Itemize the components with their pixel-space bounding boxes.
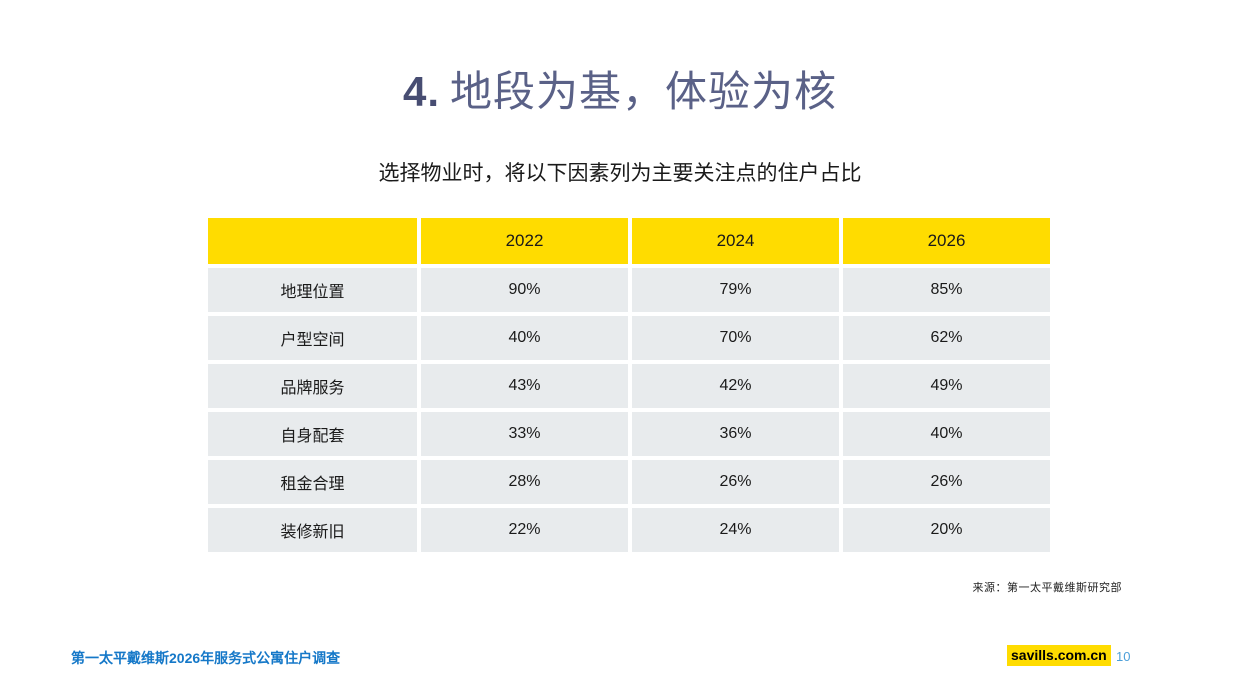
chart-subtitle: 选择物业时，将以下因素列为主要关注点的住户占比 — [378, 162, 862, 185]
table-cell: 24% — [632, 508, 839, 552]
table-cell: 40% — [843, 412, 1050, 456]
table-header-2026: 2026 — [843, 218, 1050, 264]
table-cell: 79% — [632, 268, 839, 312]
table-header-2024: 2024 — [632, 218, 839, 264]
table-cell: 26% — [843, 460, 1050, 504]
table-cell: 22% — [421, 508, 628, 552]
row-label: 户型空间 — [208, 316, 417, 360]
table-cell: 36% — [632, 412, 839, 456]
table-cell: 85% — [843, 268, 1050, 312]
table-header-2022: 2022 — [421, 218, 628, 264]
table-cell: 90% — [421, 268, 628, 312]
table-cell: 28% — [421, 460, 628, 504]
title-number: 4. — [402, 68, 440, 115]
row-label: 装修新旧 — [208, 508, 417, 552]
factor-table: 2022 2024 2026 地理位置 90% 79% 85% 户型空间 40%… — [208, 218, 1050, 552]
row-label: 自身配套 — [208, 412, 417, 456]
row-label: 地理位置 — [208, 268, 417, 312]
source-note: 来源：第一太平戴维斯研究部 — [972, 582, 1122, 594]
table-cell: 40% — [421, 316, 628, 360]
title-text: 地段为基，体验为核 — [450, 68, 838, 115]
savills-site-link[interactable]: savills.com.cn — [1007, 645, 1111, 666]
table-cell: 26% — [632, 460, 839, 504]
row-label: 品牌服务 — [208, 364, 417, 408]
table-header-empty — [208, 218, 417, 264]
row-label: 租金合理 — [208, 460, 417, 504]
table-cell: 62% — [843, 316, 1050, 360]
page-title: 4. 地段为基，体验为核 — [0, 66, 1240, 118]
table-cell: 33% — [421, 412, 628, 456]
table-cell: 42% — [632, 364, 839, 408]
table-cell: 20% — [843, 508, 1050, 552]
footer-report-title: 第一太平戴维斯2026年服务式公寓住户调查 — [71, 650, 341, 666]
table-cell: 70% — [632, 316, 839, 360]
table-cell: 43% — [421, 364, 628, 408]
table-cell: 49% — [843, 364, 1050, 408]
page-number: 10 — [1116, 649, 1131, 664]
